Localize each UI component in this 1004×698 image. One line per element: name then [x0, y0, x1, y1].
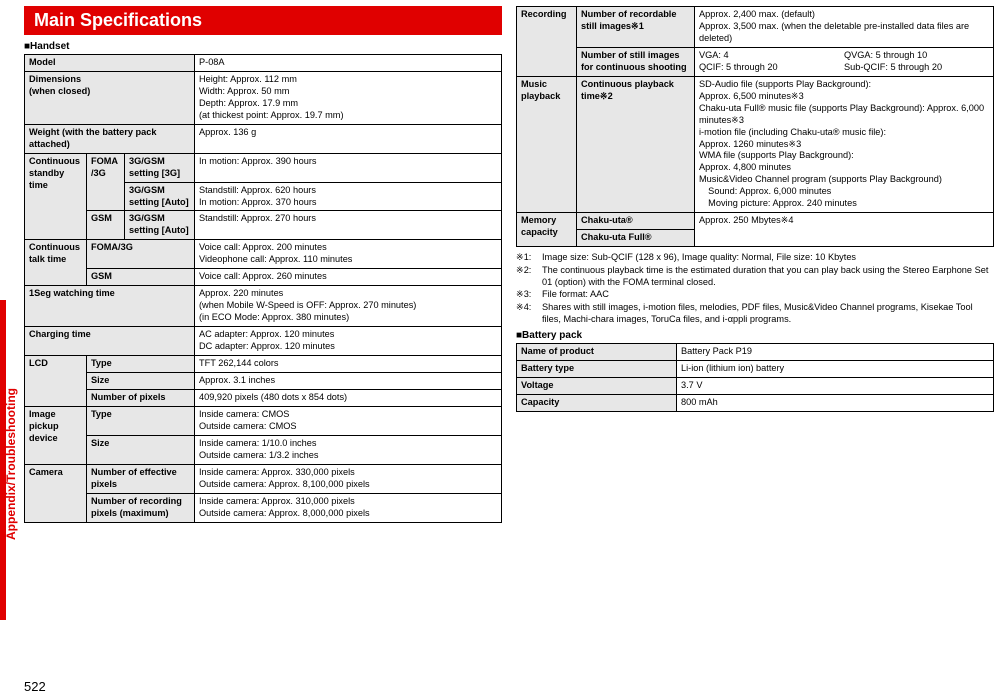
csb-foma3g-r2-l: 3G/GSM setting [Auto] [125, 182, 195, 211]
page-body: Main Specifications ■Handset Model P-08A… [24, 6, 998, 523]
side-label: Appendix/Troubleshooting [4, 388, 18, 540]
lcd-type-l: Type [87, 356, 195, 373]
ipd-type-v: Inside camera: CMOS Outside camera: CMOS [195, 406, 502, 435]
lcd-size-v: Approx. 3.1 inches [195, 372, 502, 389]
main-title: Main Specifications [24, 6, 502, 35]
notes: ※1:Image size: Sub-QCIF (128 x 96), Imag… [516, 251, 994, 326]
ctt-label: Continuous talk time [25, 240, 87, 286]
bat-volt-v: 3.7 V [677, 377, 994, 394]
bat-name-l: Name of product [517, 343, 677, 360]
note3-key: ※3: [516, 288, 542, 300]
lcd-px-l: Number of pixels [87, 389, 195, 406]
bat-volt-l: Voltage [517, 377, 677, 394]
music-label: Music playback [517, 76, 577, 212]
csb-label: Continuous standby time [25, 153, 87, 240]
rec-nrsi-l: Number of recordable still images※1 [577, 7, 695, 48]
mem-cu-l: Chaku-uta® [577, 213, 695, 230]
mem-label: Memory capacity [517, 213, 577, 247]
music-cpt-l: Continuous playback time※2 [577, 76, 695, 212]
note2-key: ※2: [516, 264, 542, 289]
charge-value: AC adapter: Approx. 120 minutes DC adapt… [195, 327, 502, 356]
ipd-size-v: Inside camera: 1/10.0 inches Outside cam… [195, 435, 502, 464]
charge-label: Charging time [25, 327, 195, 356]
bat-name-v: Battery Pack P19 [677, 343, 994, 360]
lcd-type-v: TFT 262,144 colors [195, 356, 502, 373]
rec-nrsi-v: Approx. 2,400 max. (default) Approx. 3,5… [695, 7, 994, 48]
ipd-label: Image pickup device [25, 406, 87, 464]
ctt-gsm-v: Voice call: Approx. 260 minutes [195, 269, 502, 286]
bat-cap-l: Capacity [517, 394, 677, 411]
csb-gsm-r1-l: 3G/GSM setting [Auto] [125, 211, 195, 240]
lcd-size-l: Size [87, 372, 195, 389]
bat-type-v: Li-ion (lithium ion) battery [677, 360, 994, 377]
rec-label: Recording [517, 7, 577, 77]
lcd-px-v: 409,920 pixels (480 dots x 854 dots) [195, 389, 502, 406]
cam-rec-v: Inside camera: Approx. 310,000 pixels Ou… [195, 493, 502, 522]
csb-foma3g-r1-l: 3G/GSM setting [3G] [125, 153, 195, 182]
page-number: 522 [24, 679, 46, 694]
ctt-gsm: GSM [87, 269, 195, 286]
note3: File format: AAC [542, 288, 994, 300]
weight-label: Weight (with the battery pack attached) [25, 124, 195, 153]
left-column: Main Specifications ■Handset Model P-08A… [24, 6, 502, 523]
mem-val: Approx. 250 Mbytes※4 [695, 213, 994, 247]
cam-label: Camera [25, 464, 87, 522]
battery-heading: ■Battery pack [516, 330, 994, 341]
cam-eff-v: Inside camera: Approx. 330,000 pixels Ou… [195, 464, 502, 493]
ipd-size-l: Size [87, 435, 195, 464]
dim-value: Height: Approx. 112 mm Width: Approx. 50… [195, 71, 502, 124]
rec-cont-v1a: VGA: 4 [699, 50, 844, 62]
weight-value: Approx. 136 g [195, 124, 502, 153]
note4: Shares with still images, i-motion files… [542, 301, 994, 326]
rec-cont-v1b: QVGA: 5 through 10 [844, 50, 989, 62]
handset-heading: ■Handset [24, 41, 502, 52]
bat-type-l: Battery type [517, 360, 677, 377]
rec-cont-v2b: Sub-QCIF: 5 through 20 [844, 62, 989, 74]
bat-cap-v: 800 mAh [677, 394, 994, 411]
mem-cuf-l: Chaku-uta Full® [577, 230, 695, 247]
ctt-foma-v: Voice call: Approx. 200 minutes Videopho… [195, 240, 502, 269]
rec-cont-l: Number of still images for continuous sh… [577, 47, 695, 76]
cam-rec-l: Number of recording pixels (maximum) [87, 493, 195, 522]
note1: Image size: Sub-QCIF (128 x 96), Image q… [542, 251, 994, 263]
csb-gsm: GSM [87, 211, 125, 240]
seg-value: Approx. 220 minutes (when Mobile W-Speed… [195, 286, 502, 327]
csb-gsm-r1-v: Standstill: Approx. 270 hours [195, 211, 502, 240]
note2: The continuous playback time is the esti… [542, 264, 994, 289]
csb-foma3g: FOMA /3G [87, 153, 125, 211]
lcd-label: LCD [25, 356, 87, 407]
music-cpt-v: SD-Audio file (supports Play Background)… [695, 76, 994, 212]
right-column: Recording Number of recordable still ima… [516, 6, 994, 523]
seg-label: 1Seg watching time [25, 286, 195, 327]
ipd-type-l: Type [87, 406, 195, 435]
model-value: P-08A [195, 55, 502, 72]
battery-table: Name of product Battery Pack P19 Battery… [516, 343, 994, 412]
cam-eff-l: Number of effective pixels [87, 464, 195, 493]
rec-cont-v: VGA: 4 QVGA: 5 through 10 QCIF: 5 throug… [695, 47, 994, 76]
ctt-foma: FOMA/3G [87, 240, 195, 269]
handset-table: Model P-08A Dimensions (when closed) Hei… [24, 54, 502, 523]
side-tab: Appendix/Troubleshooting [0, 0, 18, 698]
note4-key: ※4: [516, 301, 542, 326]
rec-cont-v2a: QCIF: 5 through 20 [699, 62, 844, 74]
right-table: Recording Number of recordable still ima… [516, 6, 994, 247]
note1-key: ※1: [516, 251, 542, 263]
dim-label: Dimensions (when closed) [25, 71, 195, 124]
model-label: Model [25, 55, 195, 72]
csb-foma3g-r2-v: Standstill: Approx. 620 hours In motion:… [195, 182, 502, 211]
csb-foma3g-r1-v: In motion: Approx. 390 hours [195, 153, 502, 182]
